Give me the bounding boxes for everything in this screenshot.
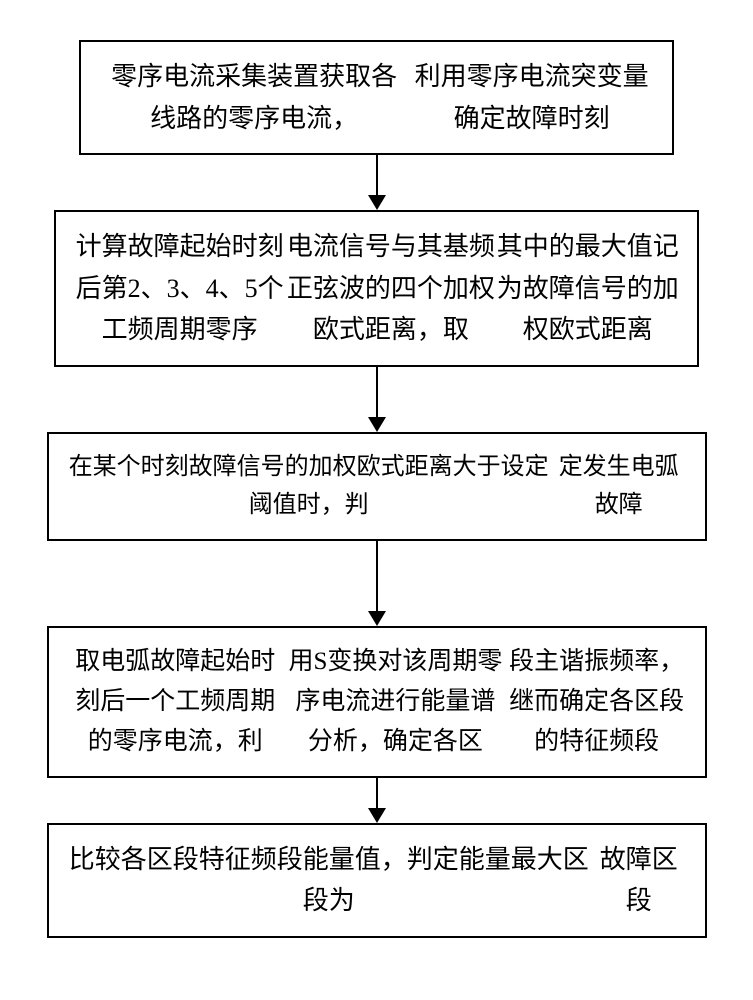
flowchart-step-2: 计算故障起始时刻后第2、3、4、5个工频周期零序电流信号与其基频正弦波的四个加权…: [54, 210, 699, 367]
arrow-head-icon: [368, 611, 386, 626]
step-text-line: 段主谐振频率，继而确定各区段的特征频段: [507, 642, 687, 762]
step-text-line: 其中的最大值记为故障信号的加权欧式距离: [497, 226, 679, 351]
arrow-head-icon: [368, 808, 386, 823]
arrow-2: [368, 367, 386, 432]
step-text-line: 电流信号与其基频正弦波的四个加权欧式距离，取: [285, 226, 496, 351]
arrow-1: [368, 155, 386, 210]
arrow-line: [376, 778, 378, 808]
step-text-line: 用S变换对该周期零序电流进行能量谱分析，确定各区: [284, 642, 507, 762]
step-text-line: 利用零序电流突变量确定故障时刻: [409, 56, 654, 139]
step-text-line: 取电弧故障起始时刻后一个工频周期的零序电流，利: [67, 642, 285, 762]
step-text-line: 定发生电弧故障: [551, 448, 687, 525]
flowchart-step-5: 比较各区段特征频段能量值，判定能量最大区段为故障区段: [47, 823, 707, 938]
step-text-line: 计算故障起始时刻后第2、3、4、5个工频周期零序: [74, 226, 285, 351]
arrow-head-icon: [368, 417, 386, 432]
arrow-head-icon: [368, 195, 386, 210]
flowchart-step-3: 在某个时刻故障信号的加权欧式距离大于设定阈值时，判定发生电弧故障: [47, 432, 707, 541]
arrow-4: [368, 778, 386, 823]
step-text-line: 在某个时刻故障信号的加权欧式距离大于设定阈值时，判: [67, 448, 551, 525]
arrow-line: [376, 541, 378, 611]
arrow-3: [368, 541, 386, 626]
flowchart-step-1: 零序电流采集装置获取各线路的零序电流，利用零序电流突变量确定故障时刻: [79, 40, 674, 155]
step-text-line: 比较各区段特征频段能量值，判定能量最大区段为: [67, 839, 592, 922]
step-text-line: 零序电流采集装置获取各线路的零序电流，: [99, 56, 409, 139]
arrow-line: [376, 155, 378, 195]
flowchart-container: 零序电流采集装置获取各线路的零序电流，利用零序电流突变量确定故障时刻计算故障起始…: [47, 40, 707, 938]
arrow-line: [376, 367, 378, 417]
flowchart-step-4: 取电弧故障起始时刻后一个工频周期的零序电流，利用S变换对该周期零序电流进行能量谱…: [47, 626, 707, 778]
step-text-line: 故障区段: [591, 839, 686, 922]
